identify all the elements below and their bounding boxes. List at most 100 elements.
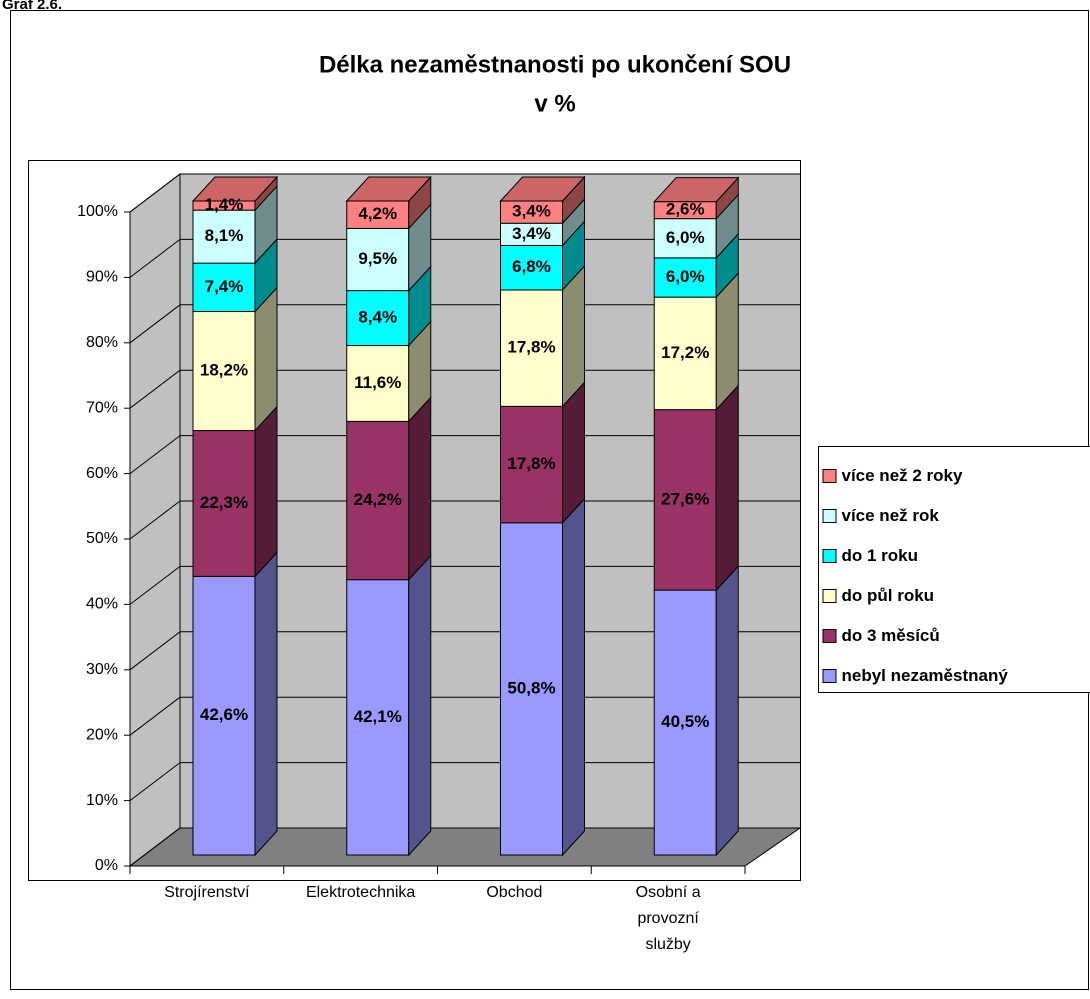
chart-subtitle: v % (534, 90, 575, 117)
bar-segment (653, 218, 717, 259)
bar-segment (653, 296, 717, 411)
chart-title: Délka nezaměstnanosti po ukončení SOU (319, 51, 791, 78)
value-label: 8,4% (358, 308, 397, 327)
bar-segment (192, 430, 256, 577)
x-tick-label: Osobní a provozní služby (618, 880, 718, 958)
value-label: 17,2% (661, 343, 709, 362)
grid-line-side (129, 762, 181, 801)
value-label: 4,2% (358, 204, 397, 223)
x-tick-label-text: Elektrotechnika (305, 884, 416, 901)
value-label: 6,0% (666, 228, 705, 247)
x-tick-label-text: Strojírenství (164, 884, 250, 901)
bar-segment-top (499, 176, 586, 202)
value-label: 42,6% (200, 705, 248, 724)
bar-segment (192, 311, 256, 432)
bar-segment-side (715, 564, 739, 857)
bar-segment (346, 200, 410, 229)
bar-segment (653, 257, 717, 298)
y-tick-label: 70% (86, 399, 118, 416)
value-label: 27,6% (661, 489, 709, 508)
y-tick-label: 0% (95, 857, 118, 874)
value-label: 40,5% (661, 712, 709, 731)
bar-segment (192, 262, 256, 313)
grid-line-side (129, 566, 181, 605)
bar-segment-side (408, 554, 432, 857)
legend-swatch (822, 549, 837, 563)
legend-swatch (822, 669, 837, 683)
grid-line-side (129, 304, 181, 344)
value-label: 50,8% (507, 678, 555, 697)
y-tick-label: 40% (86, 596, 118, 613)
y-tick-label: 80% (86, 334, 118, 351)
legend-swatch (822, 469, 837, 483)
y-tick-label: 100% (77, 203, 118, 220)
x-tick-label: Elektrotechnika (306, 880, 415, 906)
y-tick-label: 60% (86, 465, 118, 482)
bar-segment-top (345, 176, 432, 202)
bar-segment (346, 290, 410, 347)
value-label: 8,1% (205, 226, 244, 245)
bar-segment (500, 522, 563, 856)
grid-line-side (129, 435, 181, 474)
bar-segment (653, 409, 717, 591)
value-label: 11,6% (354, 373, 401, 392)
bar-segment (346, 579, 410, 856)
legend-swatch (822, 629, 837, 643)
value-label: 6,0% (666, 267, 705, 286)
legend-label: více než 2 roky (842, 466, 964, 485)
legend-label: více než rok (842, 506, 940, 525)
bar-segment (346, 420, 410, 581)
bar-segment-top (191, 176, 279, 202)
value-label: 3,4% (512, 224, 551, 243)
x-tick-label-text: Osobní a provozní služby (635, 884, 701, 953)
y-tick-label: 10% (86, 792, 118, 809)
bar-segment (346, 345, 410, 422)
legend (818, 446, 1090, 693)
y-tick-label: 50% (86, 530, 118, 547)
value-label: 1,4% (205, 195, 244, 214)
legend-label: do 3 měsíců (842, 626, 940, 645)
legend-label: nebyl nezaměstnaný (842, 666, 1009, 685)
figure-label: Graf 2.6. (2, 0, 62, 13)
bar-segment-side (254, 551, 278, 857)
bar-segment (500, 289, 563, 407)
bar-segment-side (715, 384, 739, 592)
bar-segment-side (408, 396, 432, 581)
grid-line-side (129, 631, 181, 671)
grid-line-side (129, 827, 181, 867)
legend-label: do půl roku (842, 586, 935, 605)
bar-segment-side (254, 286, 278, 432)
bar-segment (192, 575, 256, 856)
x-tick-label: Strojírenství (157, 880, 257, 906)
grid-line-side (129, 369, 181, 409)
bar-segment (500, 244, 563, 291)
value-label: 7,4% (205, 277, 244, 296)
value-label: 17,8% (507, 454, 555, 473)
value-label: 24,2% (354, 490, 402, 509)
bar-segment-side (254, 405, 278, 578)
x-tick-label-text: Obchod (486, 884, 543, 901)
bar-segment (653, 589, 717, 856)
x-tick-label: Obchod (464, 880, 564, 906)
value-label: 18,2% (200, 361, 248, 380)
value-label: 9,5% (358, 249, 397, 268)
value-label: 6,8% (512, 257, 551, 276)
bar-segment (500, 405, 563, 524)
legend-swatch (822, 589, 837, 603)
bar-segment-side (562, 497, 585, 857)
value-label: 2,6% (666, 200, 705, 219)
value-label: 3,4% (512, 202, 551, 221)
value-label: 17,8% (507, 338, 555, 357)
grid-line-side (129, 696, 181, 736)
legend-label: do 1 roku (842, 546, 919, 565)
legend-swatch (822, 509, 837, 523)
y-tick-label: 30% (86, 661, 118, 678)
value-label: 42,1% (354, 707, 402, 726)
y-tick-label: 20% (86, 726, 118, 743)
grid-line-side (129, 239, 181, 278)
grid-line-side (129, 500, 181, 540)
y-tick-label: 90% (86, 269, 118, 286)
bar-segment-top (653, 177, 740, 203)
